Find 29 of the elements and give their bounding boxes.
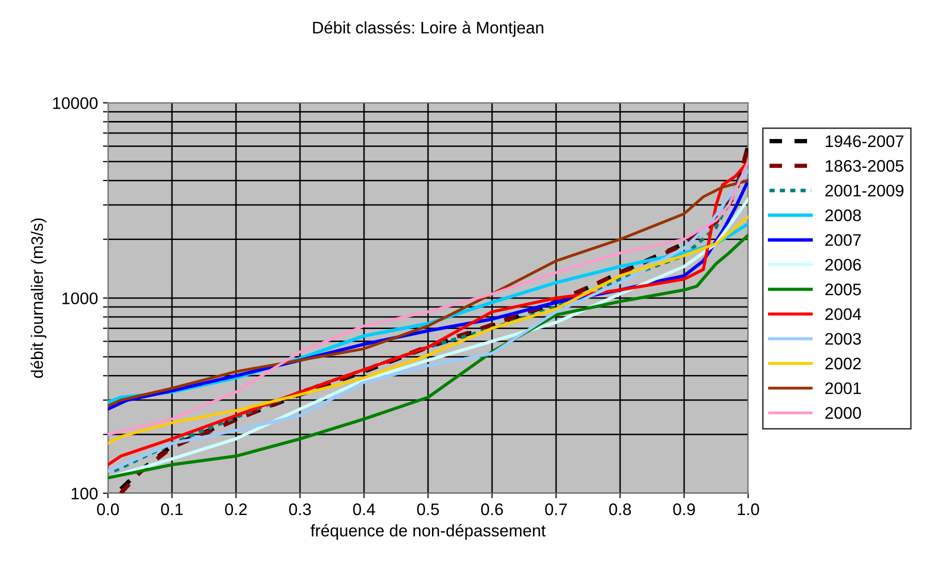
x-tick-label: 0.5 xyxy=(417,503,439,516)
legend-label: 1863-2005 xyxy=(826,160,904,172)
x-tick-label: 0.8 xyxy=(609,503,631,516)
legend-label: 2001 xyxy=(825,382,861,394)
legend-label: 2001-2009 xyxy=(825,184,904,197)
x-tick-label: 0.3 xyxy=(289,503,311,516)
x-tick-label: 0.0 xyxy=(97,503,119,516)
x-tick-label: 0.6 xyxy=(481,503,503,516)
y-tick-label: 100 xyxy=(72,488,98,500)
x-tick-label: 0.2 xyxy=(225,503,247,516)
legend-label: 2005 xyxy=(825,284,861,296)
x-tick-label: 0.9 xyxy=(673,503,695,516)
y-tick-label: 1000 xyxy=(62,292,98,304)
legend-label: 2000 xyxy=(825,407,861,419)
legend-label: 2004 xyxy=(825,308,862,320)
legend-label: 2008 xyxy=(825,209,861,222)
legend-label: 2003 xyxy=(825,332,861,345)
legend-label: 2002 xyxy=(825,358,861,370)
x-tick-label: 0.4 xyxy=(353,503,376,516)
x-tick-label: 1.0 xyxy=(738,503,760,516)
legend-label: 1946-2007 xyxy=(826,135,904,148)
y-axis-title: débit journalier (m3/s) xyxy=(30,218,46,378)
chart-title: Débit classés: Loire à Montjean xyxy=(313,21,544,37)
y-tick-label: 10000 xyxy=(53,97,98,110)
x-tick-label: 0.7 xyxy=(545,503,567,516)
x-tick-label: 0.1 xyxy=(161,503,183,516)
legend-label: 2006 xyxy=(825,258,861,271)
x-axis-title: fréquence de non-dépassement xyxy=(310,524,546,540)
legend-label: 2007 xyxy=(825,234,861,246)
